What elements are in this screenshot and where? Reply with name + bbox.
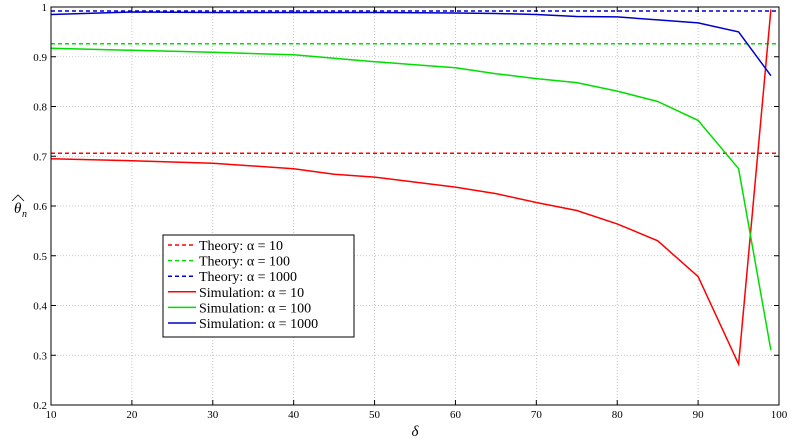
x-tick-label: 50 — [369, 409, 381, 421]
legend-label-6: Simulation: α = 1000 — [199, 317, 318, 332]
legend-label-3: Theory: α = 1000 — [199, 270, 297, 285]
series-line-6 — [50, 11, 772, 77]
y-tick-label: 0.7 — [33, 151, 47, 163]
x-tick-label: 100 — [771, 409, 788, 421]
y-tick-label: 0.9 — [33, 52, 47, 64]
y-tick-label: 1 — [42, 2, 48, 14]
x-tick-label: 10 — [46, 409, 58, 421]
legend-box — [162, 234, 355, 338]
x-tick-label: 40 — [288, 409, 300, 421]
legend-label-4: Simulation: α = 10 — [199, 286, 304, 301]
y-tick-label: 0.4 — [33, 301, 47, 313]
legend-label-5: Simulation: α = 100 — [199, 301, 311, 316]
axis-ticks: 10 20 30 40 50 60 70 80 90 100 0.2 0.3 0.4 0.5 0.6 0.7 0… — [33, 2, 788, 421]
y-tick-label: 0.2 — [33, 400, 47, 412]
y-tick-label: 0.3 — [33, 350, 47, 362]
x-tick-label: 70 — [531, 409, 543, 421]
y-tick-label: 0.8 — [33, 102, 47, 114]
y-axis-label-subscript: n — [22, 209, 27, 220]
legend-label-2: Theory: α = 100 — [199, 255, 290, 270]
series-layer — [50, 9, 779, 368]
x-tick-label: 30 — [207, 409, 219, 421]
x-axis-label: δ — [412, 424, 420, 440]
series-line-5 — [50, 47, 772, 351]
y-axis-label-text: θ — [14, 201, 22, 217]
y-tick-label: 0.6 — [33, 201, 47, 213]
y-axis-label-hat — [11, 194, 25, 202]
x-tick-label: 20 — [126, 409, 138, 421]
grid — [51, 7, 779, 405]
series-line-4 — [50, 9, 772, 368]
x-tick-label: 60 — [450, 409, 462, 421]
y-tick-label: 0.5 — [33, 251, 47, 263]
x-tick-label: 80 — [612, 409, 624, 421]
x-tick-label: 90 — [693, 409, 705, 421]
legend-label-1: Theory: α = 10 — [199, 239, 283, 254]
